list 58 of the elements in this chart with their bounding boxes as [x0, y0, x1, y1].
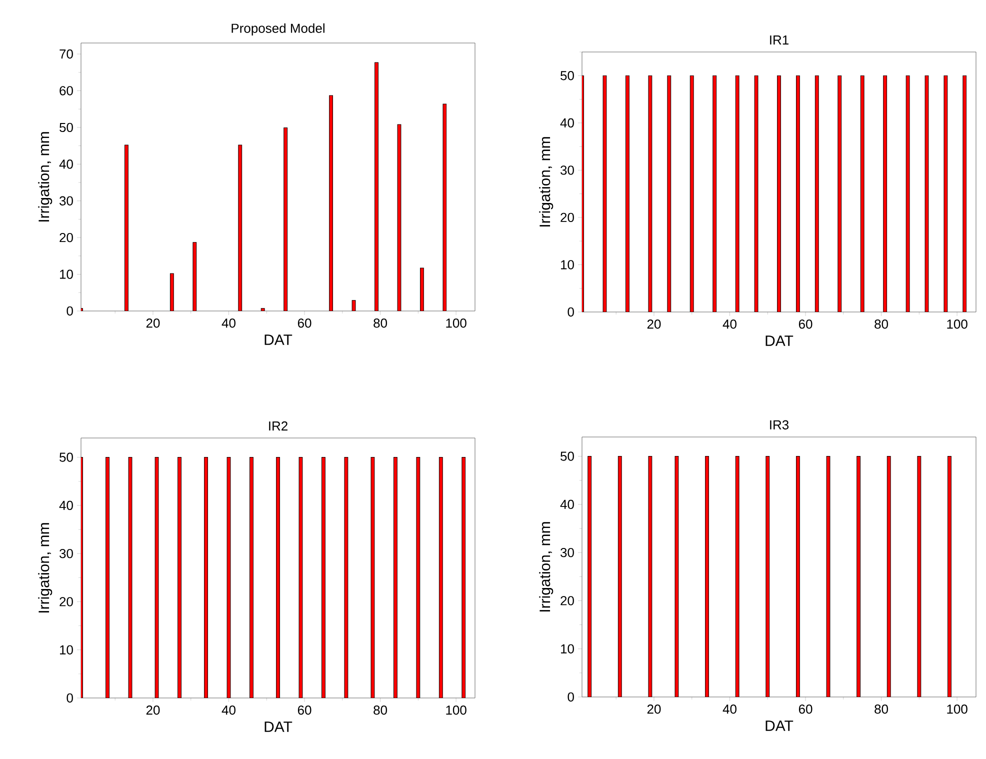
x-tick-label: 40 [222, 706, 236, 715]
x-tick-label: 80 [374, 318, 388, 328]
y-tick-label: 40 [59, 160, 73, 169]
x-axis-title: DAT [264, 722, 292, 732]
y-tick-label: 20 [60, 597, 73, 606]
y-tick-label: 0 [66, 693, 73, 703]
x-tick-label: 60 [798, 320, 812, 329]
chart-title: Proposed Model [232, 23, 324, 36]
y-tick-label: 0 [568, 307, 574, 317]
x-tick-label: 60 [298, 706, 312, 715]
y-tick-label: 0 [66, 306, 73, 316]
x-axis-title: DAT [766, 720, 794, 731]
y-tick-label: 20 [560, 596, 574, 606]
x-tick-label: 60 [798, 704, 812, 714]
y-tick-label: 0 [568, 692, 574, 702]
y-tick-label: 30 [560, 548, 574, 558]
y-tick-label: 50 [60, 122, 73, 132]
chart-title: IR1 [770, 36, 788, 44]
x-tick-label: 40 [722, 704, 736, 714]
x-tick-label: 20 [647, 704, 661, 714]
y-tick-label: 30 [560, 166, 574, 175]
y-tick-label: 20 [560, 212, 574, 222]
y-tick-label: 10 [60, 645, 73, 654]
x-tick-label: 20 [647, 320, 661, 329]
x-tick-label: 80 [874, 320, 888, 329]
y-tick-label: 20 [60, 232, 73, 242]
x-tick-label: 80 [374, 706, 388, 715]
y-tick-label: 40 [560, 118, 574, 128]
y-tick-label: 70 [60, 49, 73, 59]
x-axis-title: DAT [766, 336, 794, 346]
y-axis-title: Irrigation, mm [539, 137, 554, 226]
y-tick-label: 40 [59, 500, 73, 510]
y-tick-label: 30 [60, 548, 73, 558]
y-tick-label: 50 [60, 452, 73, 462]
y-tick-label: 10 [60, 270, 73, 279]
y-axis-title: Irrigation, mm [38, 523, 52, 612]
x-tick-label: 40 [722, 320, 736, 329]
x-tick-label: 60 [298, 318, 312, 328]
chart-title: IR3 [770, 420, 789, 430]
chart-title: IR2 [269, 421, 288, 430]
y-axis-title: Irrigation, mm [38, 132, 52, 222]
y-tick-label: 50 [560, 71, 574, 80]
x-tick-label: 100 [947, 704, 968, 714]
y-tick-label: 10 [561, 260, 574, 270]
y-tick-label: 10 [561, 644, 574, 654]
x-tick-label: 100 [446, 318, 466, 328]
x-tick-label: 40 [222, 318, 236, 328]
y-tick-label: 30 [60, 196, 73, 206]
x-tick-label: 20 [146, 318, 160, 328]
x-tick-label: 20 [146, 706, 160, 715]
x-axis-title: DAT [264, 334, 292, 345]
x-tick-label: 80 [874, 704, 888, 714]
y-axis-title: Irrigation, mm [539, 522, 554, 612]
y-tick-label: 60 [60, 86, 73, 96]
x-tick-label: 100 [947, 320, 968, 329]
x-tick-label: 100 [446, 706, 466, 715]
y-tick-label: 40 [560, 500, 574, 509]
y-tick-label: 50 [560, 452, 574, 461]
